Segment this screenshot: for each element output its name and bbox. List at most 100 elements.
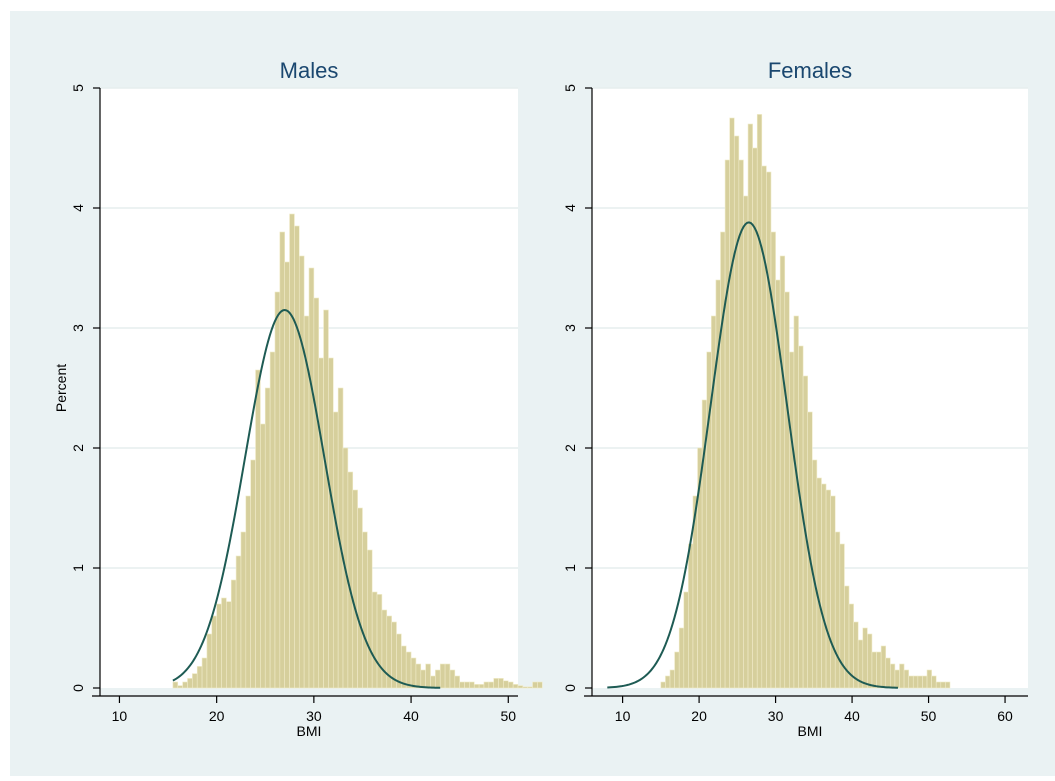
histogram-bar xyxy=(876,651,882,689)
normal-density-curve xyxy=(607,221,898,689)
histogram-bar xyxy=(289,213,295,689)
histogram-bar xyxy=(885,657,891,689)
histogram-bar xyxy=(674,651,680,689)
histogram-bar xyxy=(493,678,499,689)
histogram-bar xyxy=(871,651,877,689)
histogram-bar xyxy=(931,675,937,689)
histogram-bar xyxy=(940,681,946,689)
histogram-bar xyxy=(724,159,730,689)
histogram-bar xyxy=(478,684,485,689)
histogram-bar xyxy=(912,675,919,689)
histogram-bar xyxy=(834,531,841,689)
x-axis-label: BMI xyxy=(297,723,322,739)
histogram-bar xyxy=(439,663,446,689)
histogram-bar xyxy=(821,483,827,689)
histogram-bar xyxy=(527,686,533,689)
histogram-bar xyxy=(688,543,694,689)
x-tick-label: 60 xyxy=(997,708,1013,724)
y-tick-label: 5 xyxy=(562,84,578,92)
histogram-bar xyxy=(926,669,932,689)
histogram-bar xyxy=(318,357,324,689)
histogram-bar xyxy=(789,351,795,689)
histogram-bar xyxy=(435,669,441,689)
histogram-bar xyxy=(922,675,928,689)
x-tick-label: 20 xyxy=(209,708,225,724)
histogram-bar xyxy=(430,675,436,689)
histogram-bar xyxy=(483,681,490,689)
y-tick-label: 4 xyxy=(562,204,578,212)
histogram-bar xyxy=(532,681,538,689)
histogram-bar xyxy=(899,663,905,689)
histogram-bar xyxy=(756,114,763,689)
histogram-bar xyxy=(264,387,271,689)
histogram-bar xyxy=(367,549,373,689)
y-tick-label: 1 xyxy=(70,564,86,572)
x-tick-label: 50 xyxy=(921,708,937,724)
x-tick-label: 10 xyxy=(615,708,631,724)
panel-males: 0 1 2 3 4 5 10 20 30 40 50 Males BMI Percent xyxy=(53,58,543,739)
histogram-bar xyxy=(908,675,914,689)
histogram-bar xyxy=(669,669,675,689)
histogram-bar xyxy=(269,351,276,689)
histogram-bar xyxy=(733,135,740,689)
histogram-bar xyxy=(284,261,290,689)
histogram-bar xyxy=(449,669,456,689)
y-tick-label: 0 xyxy=(70,684,86,692)
histogram-bar xyxy=(308,267,315,689)
histogram-bar xyxy=(793,315,799,689)
panel-title: Males xyxy=(280,58,339,83)
histogram-bar xyxy=(747,123,753,689)
histogram-bar xyxy=(665,675,671,689)
y-tick-label: 2 xyxy=(70,444,86,452)
histogram-bar xyxy=(323,309,329,689)
histogram-bar xyxy=(381,609,388,689)
histogram-bar xyxy=(894,669,900,689)
histogram-bar xyxy=(498,678,504,689)
gridlines xyxy=(100,87,518,569)
panel-females: 0 1 2 3 4 5 10 20 30 40 50 60 Females BMI xyxy=(562,58,1028,739)
histogram-bar xyxy=(279,231,285,689)
histogram-bar xyxy=(935,681,942,689)
y-tick-label: 3 xyxy=(562,324,578,332)
histogram-bar xyxy=(420,669,426,689)
histogram-bar xyxy=(187,678,193,689)
y-axis-label: Percent xyxy=(53,364,69,412)
x-tick-label: 30 xyxy=(768,708,784,724)
histogram-bar xyxy=(867,633,873,689)
histogram-bar xyxy=(816,477,822,689)
y-tick-label: 4 xyxy=(70,204,86,212)
histogram-bar xyxy=(784,291,790,689)
histogram-bar xyxy=(473,684,480,689)
histogram-bar xyxy=(779,255,786,689)
y-tick-label: 2 xyxy=(562,444,578,452)
panel-title: Females xyxy=(768,58,852,83)
histogram-bar xyxy=(743,195,749,689)
histogram-bar xyxy=(201,657,208,689)
histogram-bar xyxy=(221,597,227,689)
histogram-bar xyxy=(274,291,281,689)
normal-density-curve xyxy=(172,308,441,689)
histogram-bar xyxy=(211,615,217,689)
histogram-bar xyxy=(660,681,666,689)
histogram-bar xyxy=(903,669,909,689)
histogram-bar xyxy=(503,680,509,689)
histogram-bar xyxy=(255,369,261,689)
histogram-bar xyxy=(235,555,242,689)
histogram-bar xyxy=(405,651,412,689)
histogram-bar xyxy=(880,645,887,689)
histogram-bar xyxy=(459,681,465,689)
histogram-bar xyxy=(240,531,247,689)
y-tick-label: 1 xyxy=(562,564,578,572)
histogram-bar xyxy=(401,645,407,689)
y-tick-label: 3 xyxy=(70,324,86,332)
x-tick-label: 50 xyxy=(500,708,516,724)
histogram-bar xyxy=(488,681,494,689)
histogram-bar xyxy=(352,489,358,689)
histogram-bar xyxy=(917,675,923,689)
histogram-bar xyxy=(738,159,744,689)
histogram-bar xyxy=(172,681,179,689)
histogram-bar xyxy=(313,297,320,689)
histogram-bar xyxy=(177,685,183,689)
histogram-bar xyxy=(507,681,514,689)
